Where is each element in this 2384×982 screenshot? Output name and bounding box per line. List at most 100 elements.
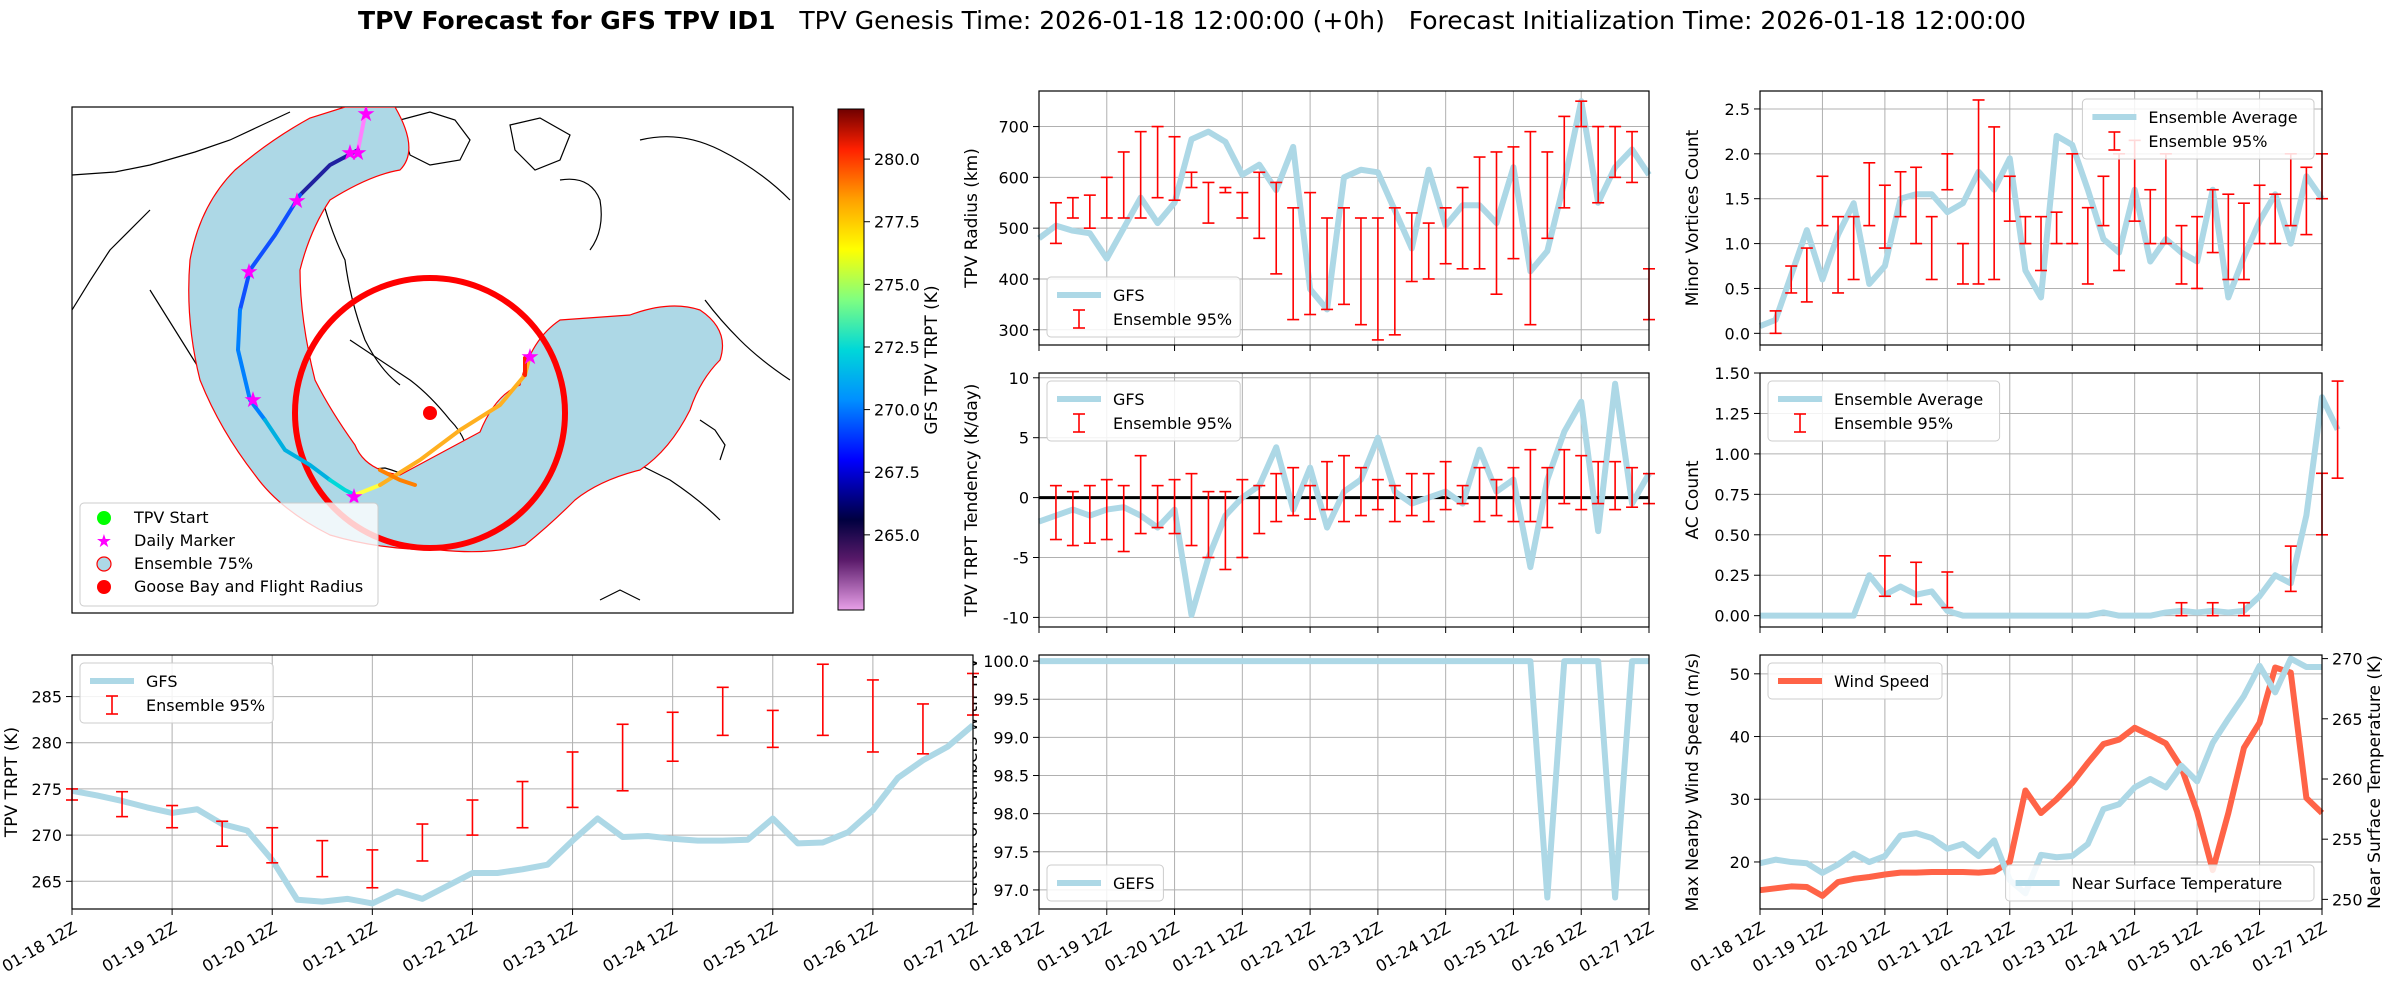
- legend-label: GFS: [146, 672, 177, 691]
- y-tick-label: 98.5: [993, 767, 1029, 786]
- x-tick-label: 01-21 12Z: [1169, 918, 1250, 976]
- y2-tick-label: 270: [2332, 650, 2363, 669]
- y-tick-label: 99.0: [993, 728, 1029, 747]
- error-bar: [1083, 194, 1096, 229]
- error-bar: [2019, 215, 2032, 245]
- y-axis-label: TPV TRPT Tendency (K/day): [962, 384, 982, 618]
- error-bar: [1439, 460, 1452, 511]
- y-tick-label: 500: [998, 219, 1029, 238]
- daily-marker: ★: [239, 260, 259, 285]
- error-bar: [1507, 146, 1520, 260]
- legend-label: Ensemble 95%: [2148, 132, 2267, 151]
- legend: GFS Ensemble 95%: [1046, 276, 1241, 338]
- plot-frame: [1759, 372, 2323, 628]
- error-bar: [1236, 191, 1249, 219]
- error-bar: [2253, 184, 2266, 245]
- x-tick-label: 01-18 12Z: [0, 918, 80, 976]
- error-bar: [1405, 472, 1418, 517]
- error-bar: [1270, 181, 1283, 275]
- series-line: [1759, 655, 2322, 897]
- error-bar: [2097, 175, 2110, 227]
- error-bar: [2003, 175, 2016, 222]
- error-bar: [1066, 196, 1079, 219]
- error-bar: [1558, 115, 1571, 209]
- tpv-track: [235, 108, 532, 497]
- error-bar: [1185, 472, 1198, 547]
- legend-label: Ensemble 95%: [1834, 414, 1953, 433]
- error-bar: [1202, 181, 1215, 224]
- error-bar: [2175, 224, 2188, 285]
- error-bar: [1592, 125, 1605, 204]
- error-bar: [266, 826, 279, 864]
- error-bar: [2175, 601, 2188, 617]
- error-bar: [2191, 215, 2204, 290]
- y-tick-label: 0: [1019, 489, 1029, 508]
- y-tick-label: 97.5: [993, 843, 1029, 862]
- colorbar-tick-label: 265.0: [874, 526, 920, 545]
- title-bold: TPV Forecast for GFS TPV ID1: [358, 6, 776, 35]
- legend-box: [1767, 380, 2001, 442]
- chart-ac: 0.00 0.25 0.50 0.75 1.00 1.25 1.50 AC Count Ense…: [1683, 364, 2344, 633]
- error-bar: [1219, 186, 1232, 194]
- error-bar: [1894, 170, 1907, 218]
- error-bar: [2237, 202, 2250, 281]
- y-axis-label: Minor Vortices Count: [1683, 129, 1703, 306]
- figure-title: TPV Forecast for GFS TPV ID1 TPV Genesis…: [0, 6, 2384, 35]
- error-bar: [1609, 125, 1622, 179]
- x-tick-label: 01-26 12Z: [1508, 918, 1589, 976]
- legend-box: [1767, 662, 1943, 700]
- error-bar: [1800, 247, 1813, 303]
- y-tick-label: 600: [998, 168, 1029, 187]
- y-tick-label: 98.0: [993, 805, 1029, 824]
- legend-label: Wind Speed: [1834, 672, 1929, 691]
- error-bar: [2066, 153, 2079, 245]
- x-tick-label: 01-24 12Z: [1372, 918, 1453, 976]
- error-bar: [1988, 126, 2001, 281]
- series-line: [1039, 658, 1649, 901]
- y-tick-label: 285: [31, 688, 62, 707]
- error-bar: [1592, 460, 1605, 505]
- error-bar: [616, 723, 629, 792]
- colorbar-tick-label: 270.0: [874, 401, 920, 420]
- legend-label: Ensemble 95%: [1113, 310, 1232, 329]
- daily-marker: ★: [520, 345, 540, 370]
- x-tick-label: 01-27 12Z: [900, 918, 981, 976]
- y-tick-label: 270: [31, 826, 62, 845]
- error-bar: [1338, 454, 1350, 523]
- daily-marker: ★: [356, 102, 376, 127]
- error-bar: [1049, 201, 1062, 245]
- error-bar: [1941, 571, 1954, 609]
- error-bar: [1609, 460, 1622, 511]
- y-tick-label: 0.00: [1714, 607, 1750, 626]
- error-bar: [1456, 186, 1469, 270]
- y-tick-label: 5: [1019, 429, 1029, 448]
- error-bar: [2144, 188, 2157, 245]
- y-tick-label: 1.5: [1725, 190, 1750, 209]
- y-axis-label: TPV Radius (km): [962, 148, 982, 289]
- x-tick-label: 01-20 12Z: [199, 918, 280, 976]
- legend-tpv-start: TPV Start: [133, 508, 209, 527]
- error-bar: [816, 663, 829, 737]
- series-line: [1760, 394, 2341, 619]
- error-bar: [1371, 478, 1384, 511]
- y-tick-label: 265: [31, 872, 62, 891]
- daily-marker: ★: [243, 388, 263, 413]
- error-bar: [1388, 484, 1401, 523]
- error-bar: [2331, 380, 2344, 479]
- error-bar: [916, 703, 929, 755]
- tpv-start-icon: [97, 511, 111, 525]
- error-bar: [1769, 310, 1782, 335]
- error-bar: [1422, 222, 1435, 280]
- error-bar: [766, 709, 779, 749]
- error-bar: [2050, 211, 2063, 245]
- y-tick-label: -10: [1003, 608, 1029, 627]
- legend-ensemble-75: Ensemble 75%: [134, 554, 253, 573]
- error-bar: [1388, 207, 1401, 336]
- x-tick-label: 01-23 12Z: [499, 918, 580, 976]
- error-bar: [1304, 484, 1317, 520]
- error-bar: [1524, 130, 1537, 326]
- error-bar: [1049, 484, 1062, 541]
- error-bar: [1473, 466, 1486, 523]
